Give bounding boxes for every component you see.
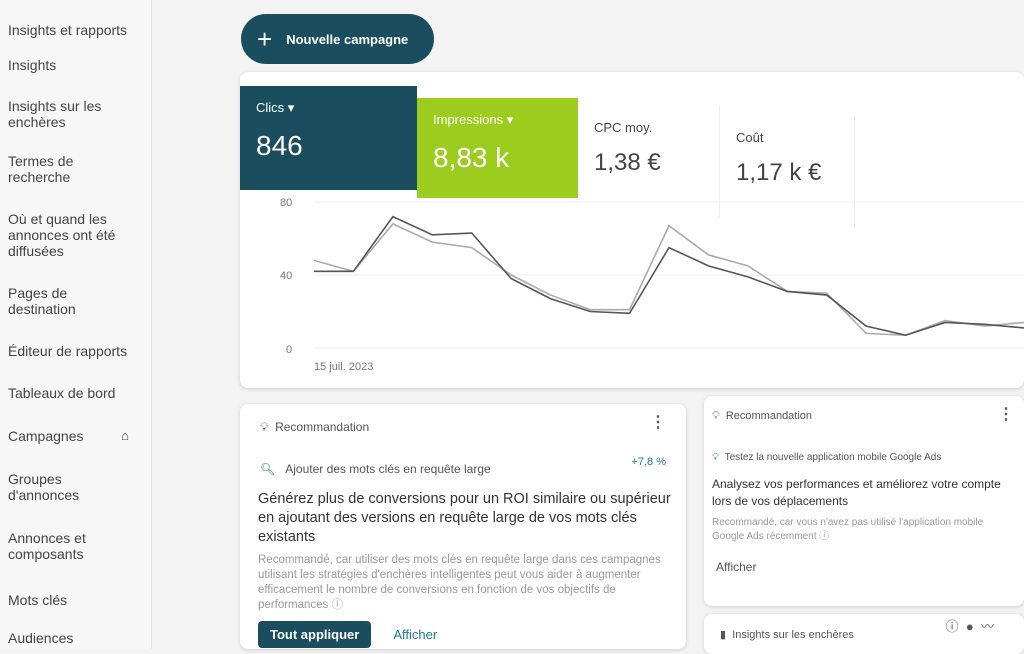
help-icon: ⓘ [331, 599, 344, 611]
sidebar-item-campagnes[interactable]: Campagnes ⌂ [8, 428, 143, 444]
rec-body: Générez plus de conversions pour un ROI … [258, 490, 678, 648]
search-icon: 🔍︎ [260, 462, 276, 476]
card-actions: ⓘ ● 〰 [946, 616, 994, 635]
help-icon[interactable]: ⓘ [945, 619, 959, 634]
help-icon: ⓘ [819, 531, 830, 542]
rec-body: Analysez vos performances et améliorez v… [712, 476, 1017, 574]
apply-all-button[interactable]: Tout appliquer [258, 621, 372, 648]
sidebar-item-audiences[interactable]: Audiences [8, 630, 74, 646]
new-campaign-button[interactable]: + Nouvelle campagne [241, 14, 434, 64]
sidebar-item-insights-rapports[interactable]: Insights et rapports [8, 22, 128, 38]
rec-title: 💡︎ Testez la nouvelle application mobile… [712, 452, 942, 463]
metric-cout[interactable]: Coût 1,17 k € [720, 116, 855, 228]
sidebar-item-termes-recherche[interactable]: Termes de recherche [8, 153, 74, 185]
bar-chart-icon: ▮ [720, 629, 727, 641]
series-line-clics [314, 215, 1024, 337]
metric-label: Coût [736, 130, 764, 145]
metric-value: 1,38 € [594, 149, 661, 176]
card-header: ▮ Insights sur les enchères [720, 629, 854, 641]
uplift-badge: +7,8 % [631, 456, 666, 468]
view-link[interactable]: Afficher [716, 560, 757, 574]
rec-headline: Analysez vos performances et améliorez v… [712, 477, 1001, 508]
card-header: 💡︎ Recommandation [712, 410, 813, 422]
x-tick-label: 15 juil. 2023 [314, 361, 373, 373]
metric-value: 1,17 k € [736, 159, 822, 186]
metric-cpc[interactable]: CPC moy. 1,38 € [578, 106, 720, 218]
sidebar-item-editeur-rapports[interactable]: Éditeur de rapports [8, 343, 128, 359]
sidebar-item-mots-cles[interactable]: Mots clés [8, 592, 68, 608]
sidebar-item-annonces-composants[interactable]: Annonces et composants [8, 530, 86, 562]
new-campaign-label: Nouvelle campagne [286, 31, 409, 47]
y-tick-label: 0 [286, 344, 292, 356]
y-tick-label: 80 [280, 197, 292, 209]
sidebar-item-pages-destination[interactable]: Pages de destination [8, 285, 76, 317]
plus-icon: + [257, 23, 273, 54]
rec-actions: Tout appliquer Afficher [258, 621, 678, 648]
rec-description: Recommandé, car vous n'avez pas utilisé … [712, 517, 984, 542]
metric-impressions[interactable]: Impressions ▾ 8,83 k [417, 98, 578, 198]
performance-panel: Clics ▾ 846 Impressions ▾ 8,83 k CPC moy. 1… [240, 72, 1024, 388]
rec-description: Recommandé, car utiliser des mots clés e… [258, 554, 661, 611]
y-tick-label: 40 [280, 270, 292, 282]
metric-label: Clics ▾ [256, 100, 295, 115]
sidebar-item-groupes-annonces[interactable]: Groupes d'annonces [8, 471, 80, 503]
rec-headline: Générez plus de conversions pour un ROI … [258, 491, 671, 545]
sidebar-item-tableaux-bord[interactable]: Tableaux de bord [8, 385, 116, 401]
sidebar-item-label: Campagnes [8, 428, 84, 444]
recommendation-card-broad-match: 💡︎ Recommandation ⋮ 🔍︎ Ajouter des mots … [240, 404, 686, 649]
sidebar: Insights et rapports Insights Insights s… [0, 0, 152, 649]
scatter-icon[interactable]: ● [965, 619, 974, 634]
metric-label: CPC moy. [594, 120, 653, 135]
lightbulb-icon: 💡︎ [260, 420, 269, 434]
performance-chart: 80 40 0 15 juil. 2023 [280, 197, 1024, 373]
metric-clics[interactable]: Clics ▾ 846 [240, 86, 417, 190]
metric-label: Impressions ▾ [433, 112, 514, 127]
lightbulb-icon: 💡︎ [712, 410, 720, 422]
auction-insights-card: ▮ Insights sur les enchères ⓘ ● 〰 [704, 614, 1024, 654]
trend-icon[interactable]: 〰 [980, 619, 994, 634]
rec-title: 🔍︎ Ajouter des mots clés en requête larg… [260, 462, 491, 476]
recommendation-card-mobile-app: 💡︎ Recommandation ⋮ 💡︎ Testez la nouvell… [704, 396, 1024, 606]
more-options-icon[interactable]: ⋮ [650, 414, 666, 431]
lightbulb-icon: 💡︎ [712, 452, 719, 463]
sidebar-item-ou-quand[interactable]: Où et quand les annonces ont été diffusé… [8, 211, 116, 259]
home-icon: ⌂ [121, 428, 129, 443]
sidebar-item-insights[interactable]: Insights [8, 57, 57, 73]
card-header: 💡︎ Recommandation [260, 420, 370, 434]
metric-value: 846 [256, 130, 303, 161]
sidebar-item-insights-encheres[interactable]: Insights sur les enchères [8, 98, 102, 130]
more-options-icon[interactable]: ⋮ [998, 406, 1014, 423]
series-line-impressions [313, 222, 1024, 337]
metric-value: 8,83 k [433, 142, 510, 173]
view-link[interactable]: Afficher [393, 627, 438, 642]
